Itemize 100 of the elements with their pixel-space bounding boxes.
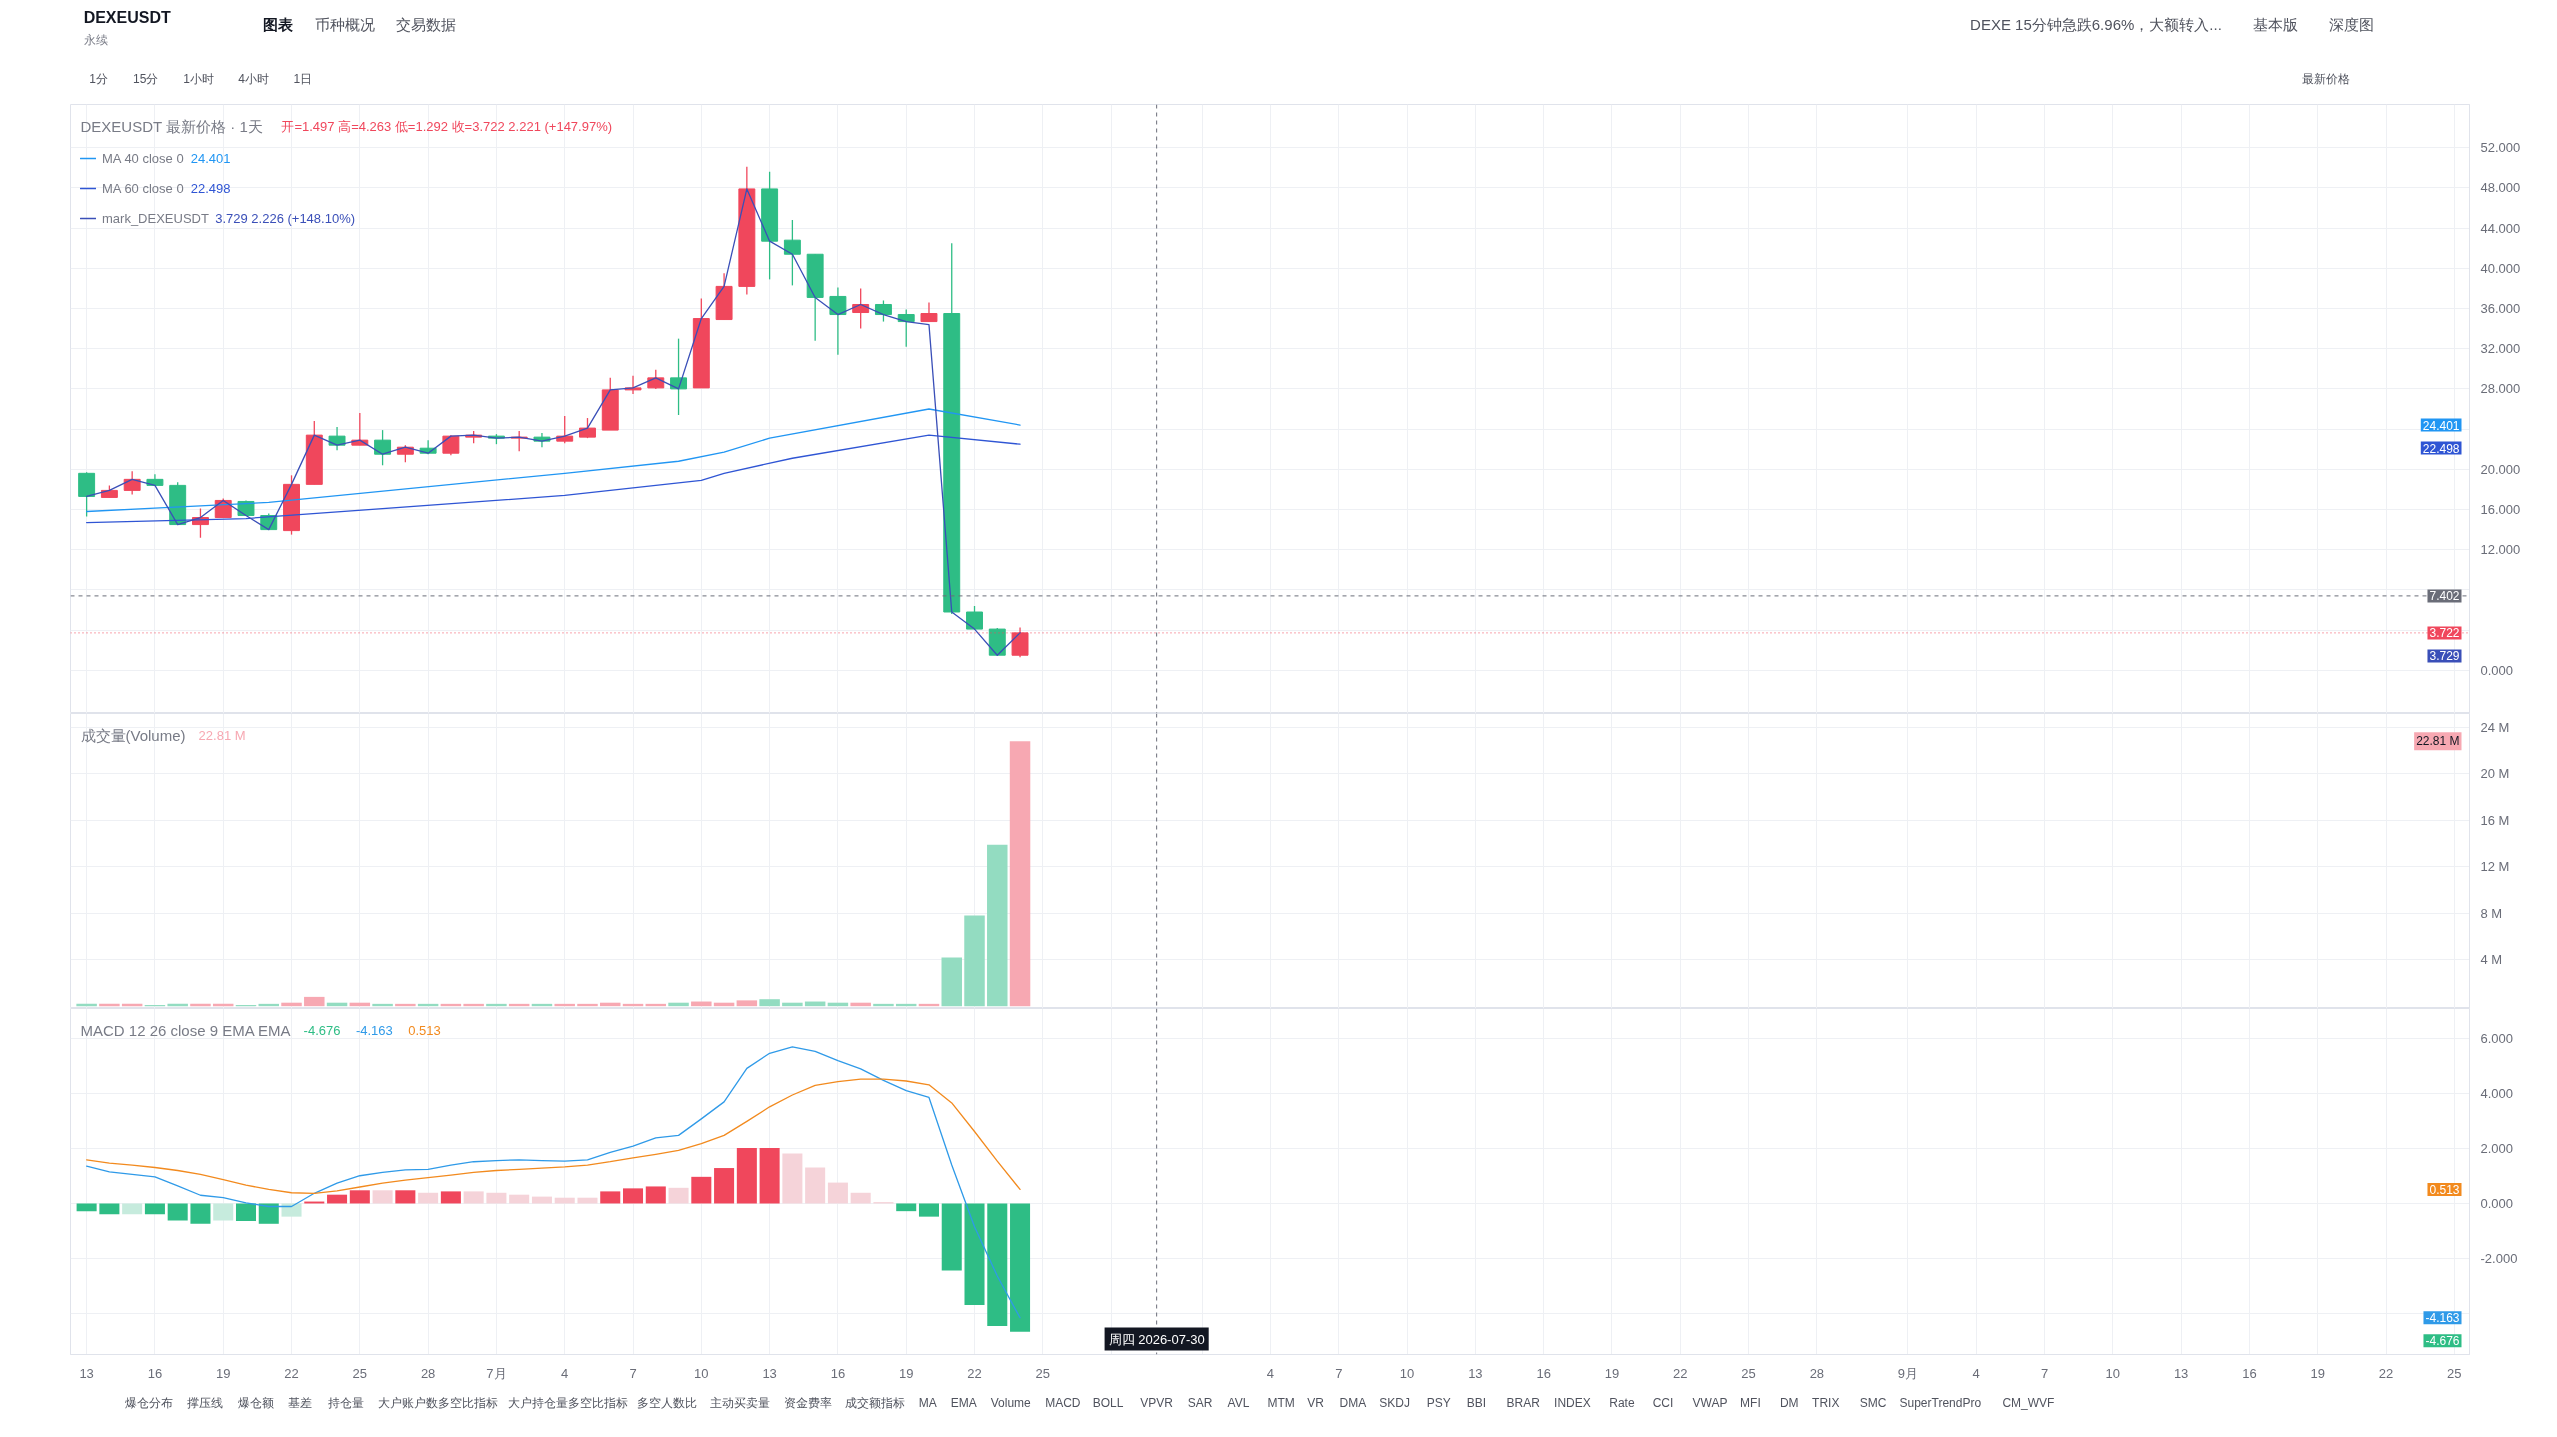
- annotation: 22.81 M: [198, 728, 246, 743]
- bar: [714, 1168, 735, 1204]
- bar: [941, 957, 962, 1007]
- y-tick-label: 20.000: [2480, 461, 2521, 477]
- candlestick: [670, 338, 688, 416]
- y-tick-label: 0.000: [2480, 662, 2514, 678]
- annotation: 3.729: [2429, 649, 2460, 664]
- bar: [1010, 1203, 1031, 1332]
- text: 图表: [262, 16, 294, 33]
- text: DEXEUSDT 最新价格 · 1天: [80, 118, 263, 135]
- annotation: 24.401: [190, 151, 231, 166]
- legend-label: MA 40 close 0: [102, 149, 184, 168]
- bar: [736, 1000, 758, 1007]
- y-tick-label: 48.000: [2480, 180, 2521, 196]
- y-tick-label: 20 M: [2480, 766, 2510, 782]
- candlestick: [556, 415, 574, 444]
- bar: [964, 1203, 985, 1306]
- candlestick: [78, 471, 96, 518]
- y-tick-label: 52.000: [2480, 140, 2521, 156]
- text: 1小时: [183, 71, 214, 86]
- bar: [190, 1203, 211, 1224]
- x-tick-label: 28: [1809, 1365, 1825, 1381]
- bar: [1009, 741, 1031, 1007]
- x-tick-label: 19: [1604, 1365, 1620, 1381]
- text: 大户持仓量多空比指标: [507, 1395, 628, 1410]
- bar: [736, 1148, 757, 1204]
- x-tick-label: 22: [1673, 1365, 1688, 1381]
- text: BRAR: [1506, 1395, 1541, 1410]
- text: AVL: [1227, 1395, 1250, 1410]
- candlestick: [783, 219, 801, 287]
- x-tick-label: 10: [694, 1365, 709, 1381]
- text: 最新价格: [2302, 71, 2351, 86]
- text: MACD 12 26 close 9 EMA EMA: [80, 1022, 291, 1039]
- bar: [258, 1203, 279, 1224]
- y-tick-label: 8 M: [2480, 905, 2503, 921]
- legend-label: MA 60 close 0: [102, 179, 184, 198]
- text: SAR: [1187, 1395, 1213, 1410]
- text: VR: [1307, 1395, 1325, 1410]
- x-tick-label: 7: [1335, 1365, 1343, 1381]
- y-tick-label: 4 M: [2480, 952, 2503, 968]
- text: 交易数据: [396, 16, 457, 33]
- y-tick-label: 40.000: [2480, 260, 2521, 276]
- y-tick-label: -2.000: [2480, 1250, 2518, 1266]
- text: 成交额指标: [845, 1395, 906, 1410]
- line-series: [85, 408, 1021, 513]
- candlestick: [920, 301, 938, 323]
- annotation: 22.81 M: [2416, 734, 2460, 749]
- bar: [372, 1190, 393, 1204]
- candlestick: [897, 308, 915, 348]
- bar: [759, 1148, 780, 1204]
- text: MFI: [1740, 1395, 1761, 1410]
- candlestick: [442, 434, 460, 456]
- bar: [645, 1186, 666, 1204]
- x-tick-label: 4: [1972, 1365, 1980, 1381]
- bar: [440, 1191, 461, 1204]
- x-tick-label: 9月: [1897, 1365, 1919, 1381]
- x-tick-label: 16: [147, 1365, 163, 1381]
- y-tick-label: 32.000: [2480, 341, 2521, 357]
- bar: [349, 1190, 370, 1204]
- y-tick-label: 36.000: [2480, 301, 2521, 316]
- x-tick-label: 4: [1266, 1365, 1275, 1381]
- ref-line-label: 3.722: [2429, 626, 2460, 641]
- line-series: [85, 434, 1021, 524]
- y-tick-label: 0.000: [2480, 1195, 2514, 1211]
- bar: [486, 1192, 507, 1204]
- bar: [577, 1197, 598, 1204]
- text: 基差: [288, 1395, 313, 1410]
- bar: [281, 1203, 302, 1217]
- y-tick-label: 12.000: [2480, 542, 2521, 558]
- bar: [850, 1192, 871, 1204]
- annotation: 3.729 2.226 (+148.10%): [215, 211, 356, 226]
- candlestick: [829, 286, 847, 356]
- text: DM: [1779, 1395, 1799, 1410]
- y-tick-label: 2.000: [2480, 1141, 2514, 1157]
- text: 4小时: [238, 71, 270, 86]
- bar: [691, 1176, 712, 1204]
- bar: [987, 1203, 1008, 1326]
- annotation: -4.163: [2425, 1311, 2460, 1326]
- y-tick-label: 16.000: [2480, 502, 2521, 517]
- text: DEXE 15分钟急跌6.96%，大额转入...: [1970, 16, 2222, 33]
- bar: [918, 1203, 939, 1217]
- y-tick-label: 44.000: [2480, 220, 2521, 236]
- y-tick-label: 12 M: [2480, 859, 2510, 875]
- x-tick-label: 16: [2242, 1365, 2257, 1381]
- y-tick-label: 16 M: [2480, 812, 2510, 828]
- text: CCI: [1652, 1395, 1674, 1410]
- annotation: -4.163: [355, 1023, 393, 1038]
- bar: [144, 1203, 165, 1215]
- text: 爆仓额: [237, 1395, 274, 1410]
- line-series: [85, 1078, 1021, 1194]
- text: SMC: [1859, 1395, 1887, 1410]
- text: CM_WVF: [2002, 1395, 2055, 1410]
- x-tick-label: 19: [898, 1365, 914, 1381]
- x-tick-label: 25: [352, 1365, 368, 1381]
- ref-line-label: 7.402: [2429, 589, 2460, 604]
- text: 持仓量: [327, 1395, 364, 1410]
- bar: [896, 1203, 917, 1212]
- x-tick-label: 7: [629, 1365, 637, 1381]
- text: 币种概况: [315, 16, 376, 33]
- x-tick-label: 25: [1741, 1365, 1756, 1381]
